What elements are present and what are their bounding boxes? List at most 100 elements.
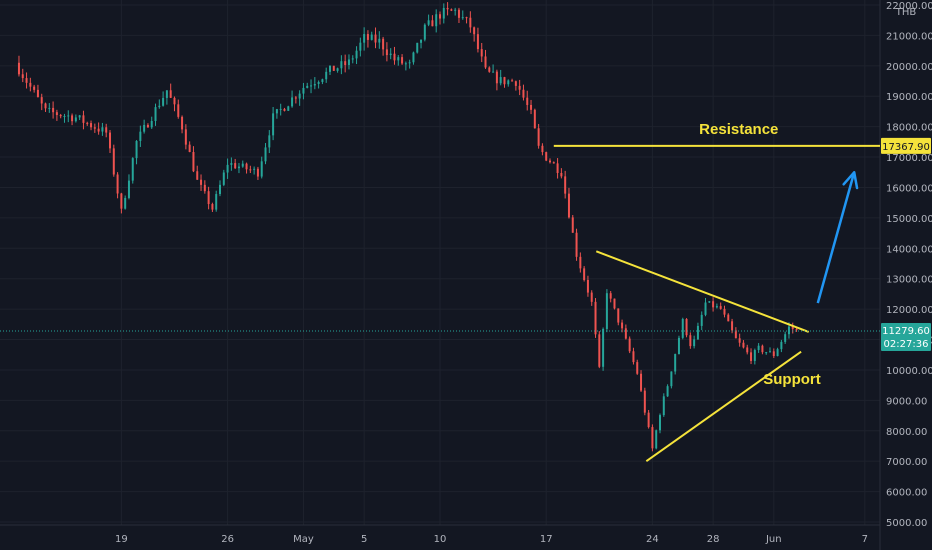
candle-body-145 [567, 193, 570, 218]
candle-body-125 [492, 71, 495, 73]
candle-body-99 [393, 53, 396, 61]
candle-body-115 [454, 9, 457, 11]
candle-body-80 [321, 79, 324, 83]
candle-body-122 [480, 49, 483, 57]
candle-body-76 [306, 85, 309, 88]
candle-body-182 [708, 301, 711, 303]
candle-body-18 [86, 122, 89, 124]
y-tick-label: 13000.00 [886, 275, 932, 286]
y-tick-label: 5000.00 [886, 518, 927, 529]
candle-body-91 [363, 34, 366, 43]
y-tick-label: 22000.00 [886, 1, 932, 12]
x-tick-label: 5 [361, 534, 367, 545]
candle-body-117 [461, 17, 464, 19]
candle-body-26 [116, 174, 119, 194]
candle-body-132 [518, 85, 521, 90]
candle-body-140 [549, 160, 551, 163]
candle-body-155 [605, 293, 608, 329]
candle-body-89 [355, 50, 358, 59]
candle-body-9 [52, 107, 55, 113]
candle-body-27 [120, 193, 123, 209]
candle-body-152 [594, 301, 597, 335]
candle-body-169 [659, 415, 661, 431]
candle-body-74 [298, 93, 301, 99]
candle-body-107 [423, 24, 426, 40]
candle-body-134 [526, 97, 529, 105]
candle-body-13 [67, 115, 70, 117]
candles [17, 2, 798, 452]
currency-label: THB [895, 7, 917, 18]
candle-body-196 [761, 345, 764, 353]
candle-body-136 [533, 109, 536, 129]
candle-body-44 [184, 129, 187, 145]
candle-body-171 [666, 386, 669, 397]
candle-body-176 [685, 319, 688, 336]
candle-body-36 [154, 107, 157, 122]
candle-body-124 [488, 67, 491, 72]
candle-body-133 [522, 89, 525, 98]
candle-body-138 [541, 145, 544, 153]
candle-body-156 [609, 293, 612, 299]
candle-body-146 [571, 217, 574, 233]
triangle-lower-trendline[interactable] [645, 350, 802, 462]
candle-body-200 [776, 349, 779, 357]
candle-body-7 [44, 103, 47, 109]
candle-body-17 [82, 115, 85, 123]
candle-body-126 [495, 71, 498, 84]
candle-body-45 [188, 144, 191, 153]
candle-body-14 [71, 115, 74, 122]
y-tick-label: 18000.00 [886, 123, 932, 134]
candle-body-34 [146, 124, 149, 128]
candle-body-153 [598, 334, 601, 367]
triangle-upper-trendline[interactable] [595, 250, 810, 333]
candle-body-120 [473, 27, 476, 35]
candle-body-149 [583, 268, 586, 281]
candle-body-147 [575, 232, 578, 257]
candle-body-158 [617, 308, 620, 323]
candle-body-129 [507, 80, 510, 85]
candle-body-104 [412, 52, 415, 63]
y-tick-label: 17000.00 [886, 153, 932, 164]
candle-body-88 [351, 58, 354, 60]
candle-body-72 [291, 97, 294, 107]
candle-body-71 [287, 106, 290, 111]
candle-body-191 [742, 342, 745, 348]
resistance-price-label: 17367.90 [882, 142, 930, 153]
breakout-arrow[interactable] [816, 171, 856, 304]
candle-body-28 [124, 197, 127, 209]
candle-body-139 [545, 152, 548, 161]
candle-body-53 [219, 184, 221, 195]
candle-body-148 [579, 256, 582, 269]
candle-body-202 [784, 334, 787, 342]
candle-body-118 [465, 17, 468, 19]
candle-body-75 [302, 87, 305, 94]
candle-body-128 [503, 77, 506, 85]
candle-body-121 [476, 34, 479, 50]
y-tick-label: 16000.00 [886, 183, 932, 194]
candle-body-179 [696, 325, 699, 340]
candle-body-16 [78, 115, 81, 118]
candle-body-47 [196, 171, 199, 180]
candle-body-93 [370, 34, 373, 40]
candle-body-170 [662, 396, 665, 416]
candle-body-137 [537, 128, 540, 146]
candle-body-65 [264, 147, 267, 162]
candle-body-70 [283, 108, 286, 111]
candle-body-38 [162, 97, 165, 106]
candle-body-52 [215, 194, 218, 210]
candle-body-11 [59, 115, 62, 117]
candle-body-78 [313, 83, 316, 86]
current-price-label: 11279.60 [882, 326, 930, 337]
resistance-label: Resistance [699, 121, 778, 138]
candle-body-12 [63, 115, 66, 117]
candle-body-6 [40, 97, 43, 104]
candle-body-106 [420, 39, 423, 43]
candle-body-4 [33, 86, 36, 90]
candle-body-68 [275, 109, 278, 114]
candle-body-119 [469, 17, 472, 28]
x-tick-label: May [293, 534, 314, 545]
candle-body-199 [772, 351, 775, 357]
candle-body-135 [530, 104, 533, 110]
